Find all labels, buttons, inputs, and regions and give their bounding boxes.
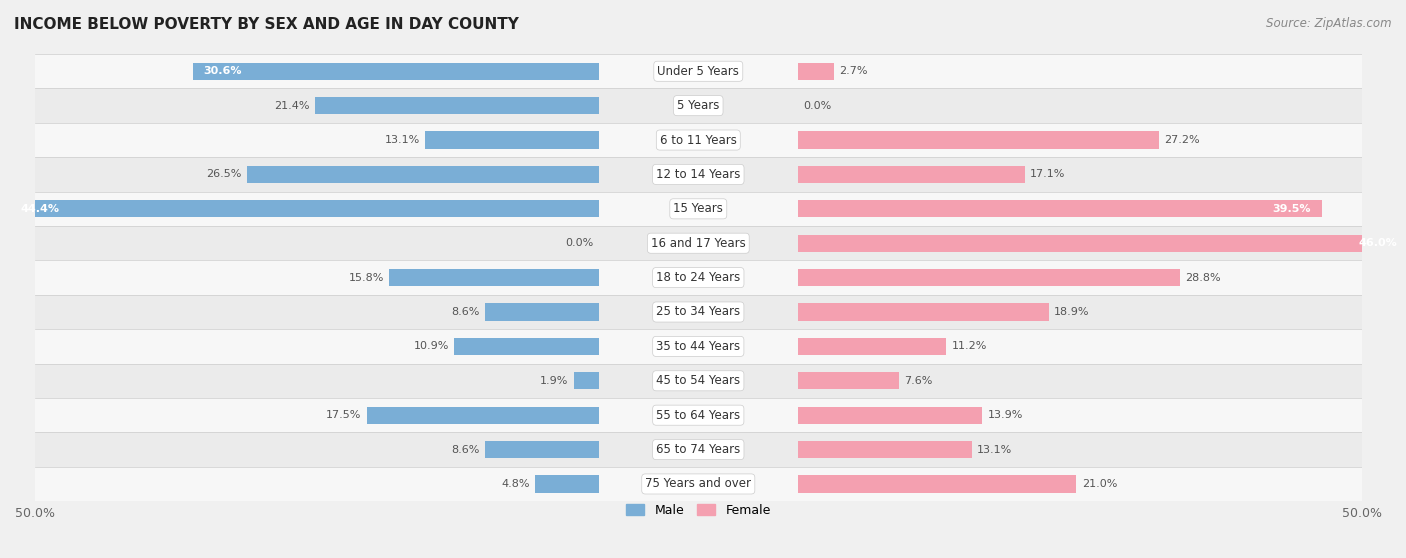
Bar [797,407,983,424]
Text: 75 Years and over: 75 Years and over [645,478,751,490]
Bar [35,295,1361,329]
Text: 46.0%: 46.0% [1358,238,1398,248]
Text: 25 to 34 Years: 25 to 34 Years [657,305,741,319]
Bar [10,200,599,218]
Bar [485,304,599,321]
Bar [425,132,599,148]
Text: INCOME BELOW POVERTY BY SEX AND AGE IN DAY COUNTY: INCOME BELOW POVERTY BY SEX AND AGE IN D… [14,17,519,32]
Text: 21.0%: 21.0% [1081,479,1116,489]
Bar [35,226,1361,261]
Bar [536,475,599,493]
Bar [35,89,1361,123]
Bar [247,166,599,183]
Text: 11.2%: 11.2% [952,341,987,352]
Text: 13.1%: 13.1% [977,445,1012,455]
Text: 7.6%: 7.6% [904,376,932,386]
Text: 21.4%: 21.4% [274,100,309,110]
Bar [574,372,599,389]
Text: 17.5%: 17.5% [326,410,361,420]
Text: 17.1%: 17.1% [1031,170,1066,180]
Text: 10.9%: 10.9% [413,341,449,352]
Text: 2.7%: 2.7% [839,66,868,76]
Bar [35,123,1361,157]
Text: 45 to 54 Years: 45 to 54 Years [657,374,741,387]
Text: 55 to 64 Years: 55 to 64 Years [657,408,741,422]
Bar [315,97,599,114]
Bar [389,269,599,286]
Text: 28.8%: 28.8% [1185,273,1220,282]
Text: 8.6%: 8.6% [451,307,479,317]
Bar [797,234,1406,252]
Text: 65 to 74 Years: 65 to 74 Years [657,443,741,456]
Text: 6 to 11 Years: 6 to 11 Years [659,133,737,147]
Text: 16 and 17 Years: 16 and 17 Years [651,237,745,250]
Text: 8.6%: 8.6% [451,445,479,455]
Bar [35,157,1361,191]
Bar [193,62,599,80]
Bar [797,132,1159,148]
Bar [797,338,946,355]
Text: 0.0%: 0.0% [565,238,593,248]
Text: 13.1%: 13.1% [384,135,420,145]
Text: 4.8%: 4.8% [502,479,530,489]
Bar [367,407,599,424]
Bar [797,200,1322,218]
Bar [797,372,898,389]
Bar [35,432,1361,466]
Bar [35,364,1361,398]
Text: 30.6%: 30.6% [204,66,242,76]
Bar [797,166,1025,183]
Bar [797,62,834,80]
Text: 26.5%: 26.5% [207,170,242,180]
Text: 13.9%: 13.9% [987,410,1022,420]
Bar [797,269,1180,286]
Bar [35,54,1361,89]
Text: 44.4%: 44.4% [21,204,59,214]
Text: 39.5%: 39.5% [1272,204,1312,214]
Legend: Male, Female: Male, Female [620,499,776,522]
Bar [797,304,1049,321]
Bar [35,329,1361,364]
Text: Under 5 Years: Under 5 Years [658,65,740,78]
Text: 0.0%: 0.0% [803,100,831,110]
Bar [454,338,599,355]
Bar [797,441,972,458]
Bar [485,441,599,458]
Text: 18.9%: 18.9% [1054,307,1090,317]
Text: 18 to 24 Years: 18 to 24 Years [657,271,741,284]
Bar [797,475,1077,493]
Text: 5 Years: 5 Years [678,99,720,112]
Bar [35,261,1361,295]
Text: 27.2%: 27.2% [1164,135,1199,145]
Text: 35 to 44 Years: 35 to 44 Years [657,340,741,353]
Bar [35,191,1361,226]
Bar [35,466,1361,501]
Text: Source: ZipAtlas.com: Source: ZipAtlas.com [1267,17,1392,30]
Text: 12 to 14 Years: 12 to 14 Years [657,168,741,181]
Text: 1.9%: 1.9% [540,376,568,386]
Text: 15 Years: 15 Years [673,203,723,215]
Bar [35,398,1361,432]
Text: 15.8%: 15.8% [349,273,384,282]
